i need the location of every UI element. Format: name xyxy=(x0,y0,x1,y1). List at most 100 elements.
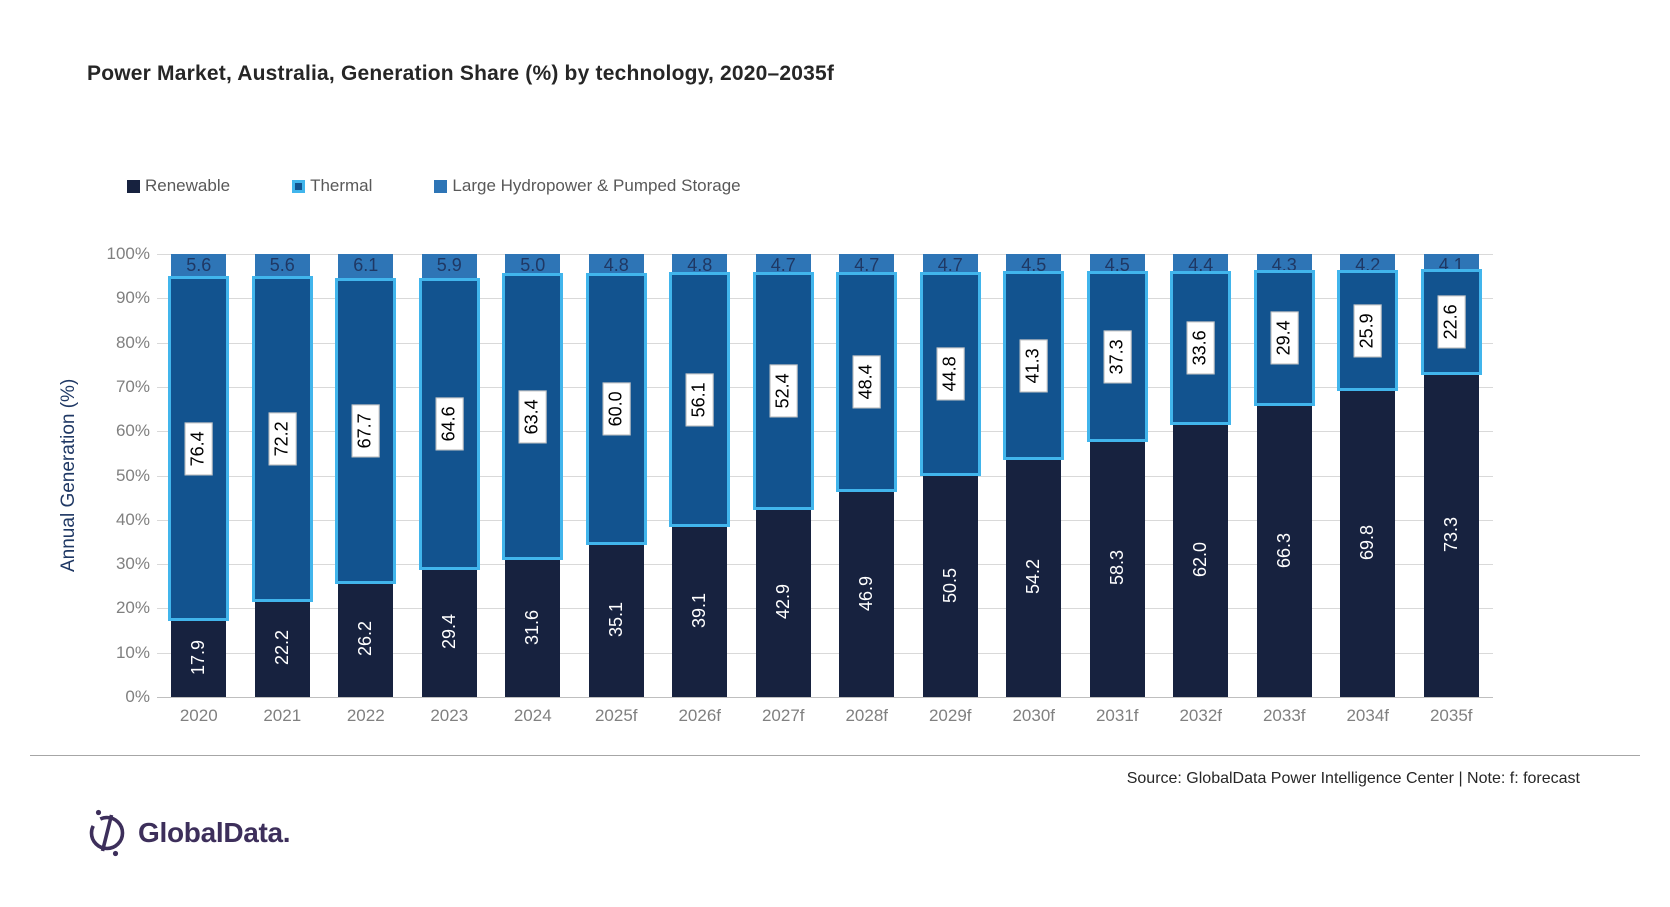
segment-renewable: 62.0 xyxy=(1173,422,1229,697)
y-tick-label: 100% xyxy=(106,244,150,263)
stacked-bar: 4.5 41.3 54.2 xyxy=(1003,254,1065,697)
legend-label: Large Hydropower & Pumped Storage xyxy=(452,176,741,195)
gridline xyxy=(157,652,1493,654)
segment-renewable: 66.3 xyxy=(1256,403,1312,697)
legend-swatch-icon xyxy=(292,179,306,193)
thermal-value-label: 25.9 xyxy=(1353,303,1382,357)
hydro-value-label: 5.6 xyxy=(186,255,212,276)
y-axis-title: Annual Generation (%) xyxy=(58,378,79,573)
y-tick-label: 70% xyxy=(115,376,150,396)
segment-renewable: 58.3 xyxy=(1089,438,1145,697)
x-tick-label: 2023 xyxy=(430,706,469,725)
segment-hydro: 4.4 xyxy=(1173,254,1229,275)
segment-thermal: 37.3 xyxy=(1086,270,1148,442)
segment-renewable: 46.9 xyxy=(839,489,895,697)
thermal-value-label: 33.6 xyxy=(1186,321,1215,375)
stacked-bar: 4.5 37.3 58.3 xyxy=(1086,254,1148,697)
segment-renewable: 54.2 xyxy=(1006,456,1062,697)
renewable-value-label: 58.3 xyxy=(1106,550,1127,586)
legend-item-0: Renewable xyxy=(127,176,230,196)
bar-column-2025f: 4.8 60.0 35.1 xyxy=(575,254,659,697)
thermal-value-label: 63.4 xyxy=(518,390,547,444)
globaldata-logo-text: GlobalData. xyxy=(138,817,291,848)
x-tick-label: 2025f xyxy=(594,706,638,725)
renewable-value-label: 35.1 xyxy=(605,601,626,637)
gridline xyxy=(157,608,1493,610)
stacked-bar: 4.8 60.0 35.1 xyxy=(585,254,647,697)
y-tick-label: 50% xyxy=(115,465,150,485)
x-tick-label: 2028f xyxy=(845,706,889,725)
y-tick-label: 30% xyxy=(115,554,150,574)
segment-hydro: 4.7 xyxy=(755,254,811,276)
stacked-bar: 5.0 63.4 31.6 xyxy=(502,254,564,697)
bar-column-2032f: 4.4 33.6 62.0 xyxy=(1159,254,1243,697)
renewable-value-label: 29.4 xyxy=(438,614,459,650)
y-tick-label: 80% xyxy=(115,332,150,352)
thermal-value-label: 60.0 xyxy=(602,382,631,436)
bar-column-2029f: 4.7 44.8 50.5 xyxy=(909,254,993,697)
plot-area: 5.6 76.4 17.9 5.6 72.2 22.2 6.1 67.7 26.2 5.9 64.6… xyxy=(157,254,1493,698)
legend-item-1: Thermal xyxy=(292,176,372,196)
hydro-value-label: 4.5 xyxy=(1104,255,1130,275)
segment-thermal: 67.7 xyxy=(335,278,397,584)
hydro-value-label: 5.9 xyxy=(436,255,462,276)
renewable-value-label: 50.5 xyxy=(939,567,960,603)
hydro-value-label: 4.5 xyxy=(1021,255,1047,276)
segment-hydro: 5.6 xyxy=(254,254,310,279)
thermal-value-label: 56.1 xyxy=(685,373,714,427)
x-tick-label: 2034f xyxy=(1346,706,1390,725)
y-tick-label: 40% xyxy=(115,509,150,529)
thermal-value-label: 76.4 xyxy=(184,421,213,475)
segment-renewable: 42.9 xyxy=(755,506,811,697)
hydro-value-label: 4.7 xyxy=(937,255,963,276)
segment-hydro: 4.8 xyxy=(672,254,728,276)
stacked-bar: 6.1 67.7 26.2 xyxy=(335,254,397,697)
segment-hydro: 4.7 xyxy=(839,254,895,276)
gridline xyxy=(157,386,1493,388)
gridline xyxy=(157,431,1493,433)
segment-thermal: 63.4 xyxy=(502,273,564,561)
stacked-bar: 4.7 52.4 42.9 xyxy=(752,254,814,697)
bars-layer: 5.6 76.4 17.9 5.6 72.2 22.2 6.1 67.7 26.2 5.9 64.6… xyxy=(157,254,1493,697)
segment-thermal: 29.4 xyxy=(1253,270,1315,407)
x-tick-label: 2021 xyxy=(263,706,302,725)
segment-thermal: 52.4 xyxy=(752,271,814,510)
renewable-value-label: 69.8 xyxy=(1357,524,1378,560)
legend-swatch-icon xyxy=(434,179,448,193)
stacked-bar: 4.7 48.4 46.9 xyxy=(836,254,898,697)
hydro-value-label: 4.7 xyxy=(854,255,880,276)
hydro-value-label: 4.7 xyxy=(770,255,796,276)
thermal-value-label: 41.3 xyxy=(1019,338,1048,392)
gridline xyxy=(157,519,1493,521)
segment-thermal: 44.8 xyxy=(919,271,981,477)
stacked-bar: 5.9 64.6 29.4 xyxy=(418,254,480,697)
x-tick-label: 2020 xyxy=(179,706,218,725)
segment-thermal: 76.4 xyxy=(168,276,230,621)
x-tick-label: 2029f xyxy=(928,706,972,725)
y-tick-label: 60% xyxy=(115,421,150,441)
gridline xyxy=(157,564,1493,566)
renewable-value-label: 66.3 xyxy=(1273,532,1294,568)
renewable-value-label: 31.6 xyxy=(522,609,543,645)
segment-thermal: 56.1 xyxy=(669,272,731,527)
source-note: Source: GlobalData Power Intelligence Ce… xyxy=(1126,770,1580,787)
segment-renewable: 39.1 xyxy=(672,523,728,697)
thermal-value-label: 48.4 xyxy=(852,355,881,409)
chart-title: Power Market, Australia, Generation Shar… xyxy=(87,62,835,85)
gridline xyxy=(157,298,1493,300)
legend-item-2: Large Hydropower & Pumped Storage xyxy=(434,176,741,196)
thermal-value-label: 37.3 xyxy=(1103,329,1132,383)
renewable-value-label: 39.1 xyxy=(689,592,710,628)
stacked-bar: 5.6 76.4 17.9 xyxy=(168,254,230,697)
stacked-bar: 4.4 33.6 62.0 xyxy=(1170,254,1232,697)
thermal-value-label: 29.4 xyxy=(1270,311,1299,365)
segment-hydro: 4.8 xyxy=(588,254,644,276)
segment-renewable: 29.4 xyxy=(421,566,477,697)
legend-swatch-icon xyxy=(127,179,140,193)
y-tick-label: 90% xyxy=(115,288,150,308)
segment-thermal: 22.6 xyxy=(1420,269,1482,376)
gridline xyxy=(157,697,1493,698)
hydro-value-label: 5.6 xyxy=(269,255,295,276)
y-tick-label: 20% xyxy=(115,598,150,618)
y-tick-label: 10% xyxy=(115,642,150,662)
